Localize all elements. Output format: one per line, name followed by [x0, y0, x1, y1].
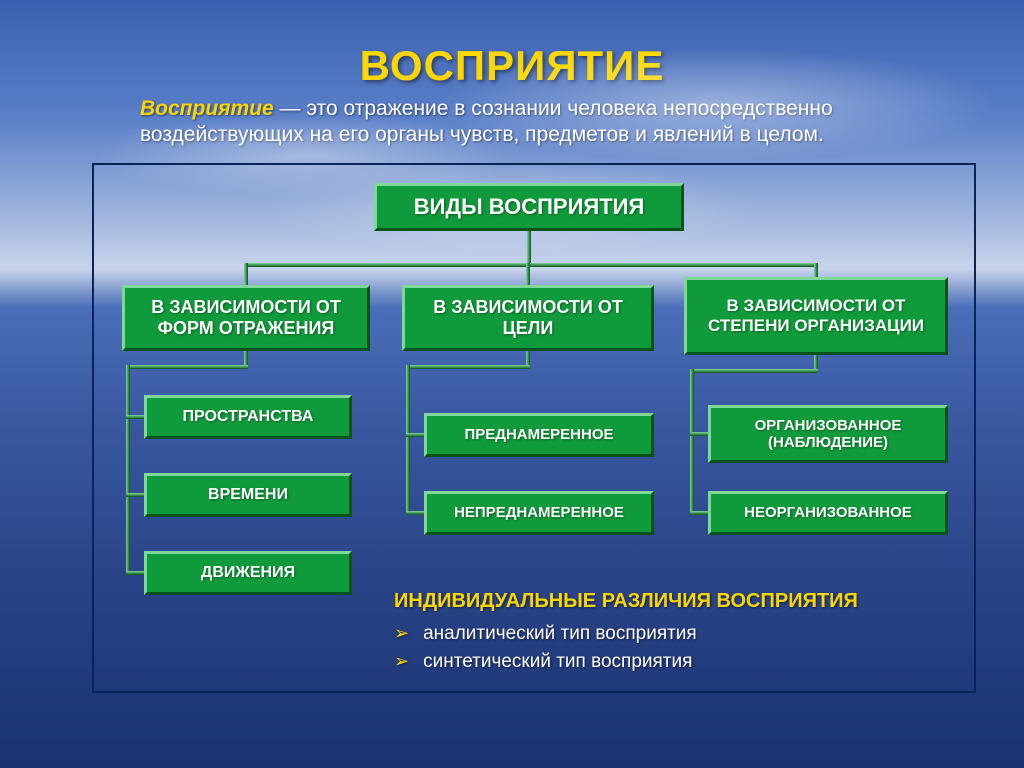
connector — [244, 263, 818, 267]
definition-text: Восприятие — это отражение в сознании че… — [0, 90, 1024, 149]
bullet-icon: ➢ — [394, 623, 409, 644]
page-title: ВОСПРИЯТИЕ — [0, 0, 1024, 90]
connector — [690, 432, 708, 436]
child-node-0-1: ВРЕМЕНИ — [144, 473, 352, 517]
diagram-frame: ВИДЫ ВОСПРИЯТИЯ В ЗАВИСИМОСТИ ОТ ФОРМ ОТР… — [92, 163, 976, 693]
footer-block: ИНДИВИДУАЛЬНЫЕ РАЗЛИЧИЯ ВОСПРИЯТИЯ ➢ анали… — [394, 590, 954, 679]
child-node-2-1: НЕОРГАНИЗОВАННОЕ — [708, 491, 948, 535]
connector — [126, 415, 144, 419]
connector — [690, 369, 694, 515]
connector — [126, 493, 144, 497]
connector — [814, 355, 818, 369]
category-node-0: В ЗАВИСИМОСТИ ОТ ФОРМ ОТРАЖЕНИЯ — [122, 285, 370, 351]
child-node-0-2: ДВИЖЕНИЯ — [144, 551, 352, 595]
child-node-1-1: НЕПРЕДНАМЕРЕННОЕ — [424, 491, 654, 535]
category-node-2: В ЗАВИСИМОСТИ ОТ СТЕПЕНИ ОРГАНИЗАЦИИ — [684, 277, 948, 355]
connector — [526, 263, 530, 285]
footer-title: ИНДИВИДУАЛЬНЫЕ РАЗЛИЧИЯ ВОСПРИЯТИЯ — [394, 590, 954, 613]
category-node-1: В ЗАВИСИМОСТИ ОТ ЦЕЛИ — [402, 285, 654, 351]
child-node-2-0: ОРГАНИЗОВАННОЕ (НАБЛЮДЕНИЕ) — [708, 405, 948, 463]
bullet-text: синтетический тип восприятия — [423, 651, 692, 673]
connector — [126, 571, 144, 575]
bullet-text: аналитический тип восприятия — [423, 623, 697, 645]
connector — [527, 231, 531, 263]
root-node: ВИДЫ ВОСПРИЯТИЯ — [374, 183, 684, 231]
child-node-1-0: ПРЕДНАМЕРЕННОЕ — [424, 413, 654, 457]
connector — [406, 365, 530, 369]
connector — [406, 511, 424, 515]
connector — [814, 263, 818, 277]
connector — [690, 369, 818, 373]
bullet-icon: ➢ — [394, 651, 409, 672]
child-node-0-0: ПРОСТРАНСТВА — [144, 395, 352, 439]
connector — [526, 351, 530, 365]
connector — [244, 351, 248, 365]
connector — [126, 365, 248, 369]
connector — [244, 263, 248, 285]
connector — [406, 433, 424, 437]
definition-term: Восприятие — [140, 97, 274, 120]
bullet-item-1: ➢ синтетический тип восприятия — [394, 651, 954, 673]
connector — [690, 511, 708, 515]
connector — [406, 365, 410, 515]
bullet-item-0: ➢ аналитический тип восприятия — [394, 623, 954, 645]
connector — [126, 365, 130, 575]
